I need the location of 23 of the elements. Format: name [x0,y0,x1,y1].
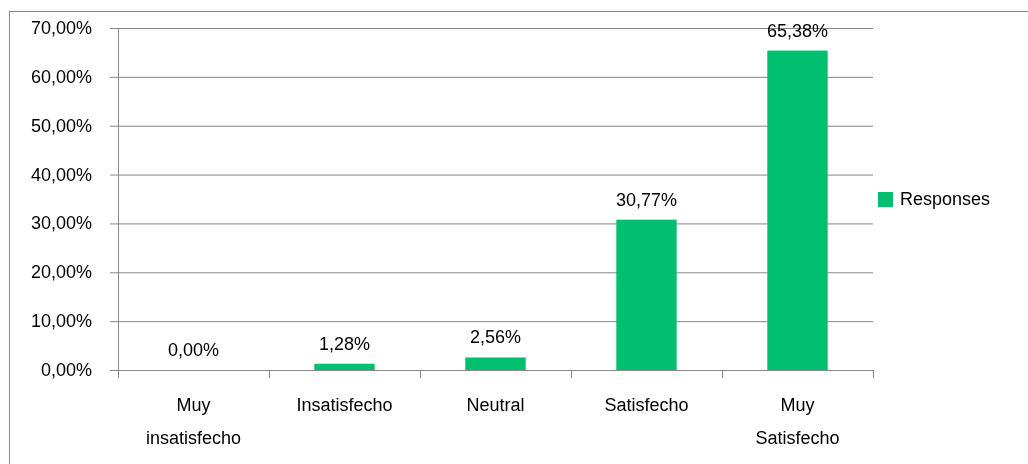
bar [314,363,375,370]
y-tick-label: 20,00% [30,262,92,283]
data-label: 30,77% [615,189,678,210]
bar [767,50,828,370]
y-tick-label: 70,00% [30,18,92,38]
y-tick-label: 0,00% [40,360,92,380]
data-label: 65,38% [766,20,829,41]
data-label: 1,28% [318,333,371,354]
y-tick-label: 30,00% [30,213,92,234]
x-tick-label: Muy insatisfecho [145,395,242,448]
data-label: 0,00% [167,340,220,360]
y-tick-label: 40,00% [30,164,92,185]
bar [465,357,526,370]
x-tick-label: Neutral [466,395,525,415]
y-tick-label: 50,00% [30,115,92,136]
y-tick-label: 60,00% [30,66,92,87]
x-tick-label: Insatisfecho [296,395,393,415]
data-label: 2,56% [469,327,522,348]
x-tick-label: Satisfecho [604,395,689,415]
y-tick-label: 10,00% [30,311,92,332]
x-tick-label: Muy Satisfecho [755,395,840,448]
legend-label: Responses [900,189,991,209]
bar [616,219,677,370]
